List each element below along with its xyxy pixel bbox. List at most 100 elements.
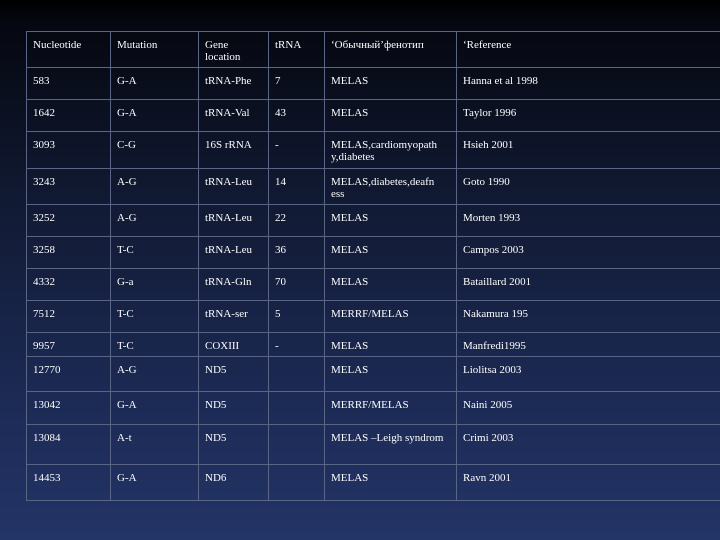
reference-cell: Goto 1990 xyxy=(456,168,720,205)
nucleotide-cell: 1642 xyxy=(26,99,111,132)
trna-cell: 7 xyxy=(268,67,325,100)
gene-location-cell: COXIII xyxy=(198,332,269,357)
phenotype-cell: MELAS xyxy=(324,332,457,357)
phenotype-cell: MERRF/MELAS xyxy=(324,391,457,425)
nucleotide-cell: 3243 xyxy=(26,168,111,205)
phenotype-cell: MELAS xyxy=(324,464,457,501)
table-row: 583 G-A tRNA-Phe 7 MELAS Hanna et al 1998 xyxy=(26,67,720,100)
mutation-cell: C-G xyxy=(110,131,199,169)
reference-cell: Hanna et al 1998 xyxy=(456,67,720,100)
table-row: 3093 C-G 16S rRNA - MELAS,cardiomyopath y,di… xyxy=(26,131,720,169)
reference-cell: Hsieh 2001 xyxy=(456,131,720,169)
phenotype-cell: MELAS xyxy=(324,236,457,269)
table-row: 9957 T-C COXIII - MELAS Manfredi1995 xyxy=(26,332,720,357)
nucleotide-cell: 3252 xyxy=(26,204,111,237)
trna-cell: 43 xyxy=(268,99,325,132)
mutation-table: Nucleotide Mutation Gene location tRNA ‘… xyxy=(26,31,720,501)
table-row: 3252 A-G tRNA-Leu 22 MELAS Morten 1993 xyxy=(26,204,720,237)
table-row: 13042 G-A ND5 MERRF/MELAS Naini 2005 xyxy=(26,391,720,425)
gene-location-cell: tRNA-Leu xyxy=(198,236,269,269)
reference-cell: Crimi 2003 xyxy=(456,424,720,465)
header-phenotype: ‘Обычный’фенотип xyxy=(324,31,457,68)
reference-cell: Liolitsa 2003 xyxy=(456,356,720,392)
mutation-cell: T-C xyxy=(110,332,199,357)
trna-cell xyxy=(268,391,325,425)
trna-cell: - xyxy=(268,332,325,357)
gene-location-cell: ND6 xyxy=(198,464,269,501)
phenotype-cell: MELAS,diabetes,deafn ess xyxy=(324,168,457,205)
reference-cell: Morten 1993 xyxy=(456,204,720,237)
reference-cell: Manfredi1995 xyxy=(456,332,720,357)
mutation-cell: A-G xyxy=(110,204,199,237)
trna-cell: 22 xyxy=(268,204,325,237)
nucleotide-cell: 13042 xyxy=(26,391,111,425)
trna-cell: 14 xyxy=(268,168,325,205)
mutation-cell: G-A xyxy=(110,99,199,132)
trna-cell: 36 xyxy=(268,236,325,269)
mutation-cell: T-C xyxy=(110,300,199,333)
phenotype-cell: MELAS xyxy=(324,268,457,301)
nucleotide-cell: 3258 xyxy=(26,236,111,269)
reference-cell: Campos 2003 xyxy=(456,236,720,269)
trna-cell xyxy=(268,464,325,501)
table-row: 3243 A-G tRNA-Leu 14 MELAS,diabetes,deafn es… xyxy=(26,168,720,205)
gene-location-cell: tRNA-Phe xyxy=(198,67,269,100)
mutation-cell: A-t xyxy=(110,424,199,465)
nucleotide-cell: 13084 xyxy=(26,424,111,465)
gene-location-cell: ND5 xyxy=(198,391,269,425)
phenotype-cell: MELAS xyxy=(324,99,457,132)
phenotype-cell: MELAS,cardiomyopath y,diabetes xyxy=(324,131,457,169)
table-row: 7512 T-C tRNA-ser 5 MERRF/MELAS Nakamura 195 xyxy=(26,300,720,333)
table-row: 1642 G-A tRNA-Val 43 MELAS Taylor 1996 xyxy=(26,99,720,132)
gene-location-cell: tRNA-Val xyxy=(198,99,269,132)
table-row: 3258 T-C tRNA-Leu 36 MELAS Campos 2003 xyxy=(26,236,720,269)
table-row: 13084 A-t ND5 MELAS –Leigh syndrom Crimi 200… xyxy=(26,424,720,465)
trna-cell: 70 xyxy=(268,268,325,301)
gene-location-cell: tRNA-Gln xyxy=(198,268,269,301)
nucleotide-cell: 14453 xyxy=(26,464,111,501)
mutation-cell: G-A xyxy=(110,391,199,425)
mutation-cell: G-A xyxy=(110,464,199,501)
trna-cell xyxy=(268,424,325,465)
nucleotide-cell: 9957 xyxy=(26,332,111,357)
reference-cell: Bataillard 2001 xyxy=(456,268,720,301)
nucleotide-cell: 7512 xyxy=(26,300,111,333)
reference-cell: Ravn 2001 xyxy=(456,464,720,501)
phenotype-cell: MELAS –Leigh syndrom xyxy=(324,424,457,465)
mutation-cell: T-C xyxy=(110,236,199,269)
mutation-cell: A-G xyxy=(110,168,199,205)
reference-cell: Taylor 1996 xyxy=(456,99,720,132)
phenotype-cell: MELAS xyxy=(324,204,457,237)
reference-cell: Naini 2005 xyxy=(456,391,720,425)
table-header-row: Nucleotide Mutation Gene location tRNA ‘… xyxy=(26,31,720,68)
header-nucleotide: Nucleotide xyxy=(26,31,111,68)
header-mutation: Mutation xyxy=(110,31,199,68)
gene-location-cell: ND5 xyxy=(198,356,269,392)
nucleotide-cell: 583 xyxy=(26,67,111,100)
nucleotide-cell: 4332 xyxy=(26,268,111,301)
header-reference: ‘Reference xyxy=(456,31,720,68)
phenotype-cell: MELAS xyxy=(324,67,457,100)
phenotype-cell: MELAS xyxy=(324,356,457,392)
phenotype-cell: MERRF/MELAS xyxy=(324,300,457,333)
trna-cell xyxy=(268,356,325,392)
gene-location-cell: 16S rRNA xyxy=(198,131,269,169)
mutation-cell: G-A xyxy=(110,67,199,100)
mutation-cell: G-a xyxy=(110,268,199,301)
nucleotide-cell: 3093 xyxy=(26,131,111,169)
table-row: 14453 G-A ND6 MELAS Ravn 2001 xyxy=(26,464,720,501)
nucleotide-cell: 12770 xyxy=(26,356,111,392)
mutation-cell: A-G xyxy=(110,356,199,392)
trna-cell: - xyxy=(268,131,325,169)
table-row: 4332 G-a tRNA-Gln 70 MELAS Bataillard 2001 xyxy=(26,268,720,301)
reference-cell: Nakamura 195 xyxy=(456,300,720,333)
header-trna: tRNA xyxy=(268,31,325,68)
gene-location-cell: ND5 xyxy=(198,424,269,465)
trna-cell: 5 xyxy=(268,300,325,333)
header-gene-location: Gene location xyxy=(198,31,269,68)
gene-location-cell: tRNA-Leu xyxy=(198,168,269,205)
gene-location-cell: tRNA-ser xyxy=(198,300,269,333)
table-row: 12770 A-G ND5 MELAS Liolitsa 2003 xyxy=(26,356,720,392)
gene-location-cell: tRNA-Leu xyxy=(198,204,269,237)
